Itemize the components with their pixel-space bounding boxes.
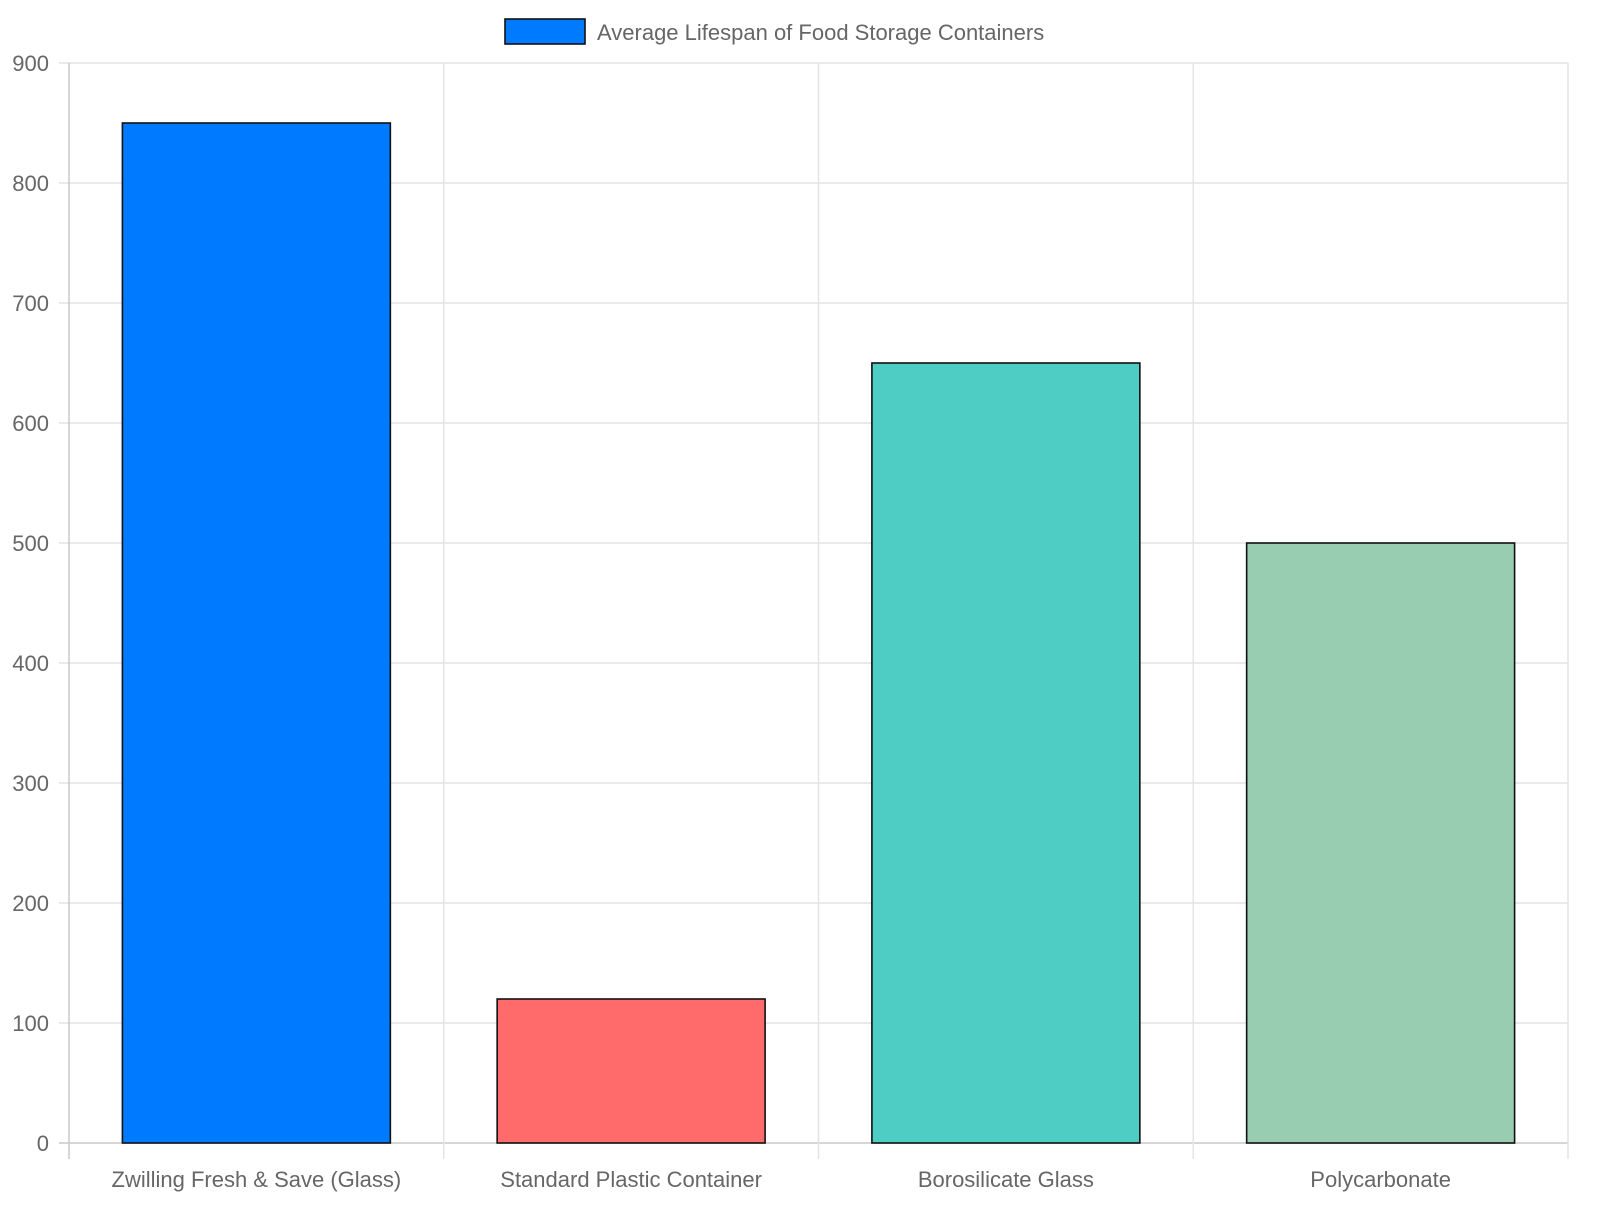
x-tick-label: Polycarbonate: [1310, 1167, 1451, 1192]
y-tick-label: 800: [12, 171, 49, 196]
bar[interactable]: [1245, 542, 1516, 1144]
x-tick-label: Zwilling Fresh & Save (Glass): [112, 1167, 402, 1192]
y-tick-label: 700: [12, 291, 49, 316]
bar[interactable]: [121, 122, 392, 1144]
bar[interactable]: [496, 998, 766, 1144]
bars: [121, 122, 1516, 1144]
x-tick-label: Borosilicate Glass: [918, 1167, 1094, 1192]
y-tick-label: 300: [12, 771, 49, 796]
tick-labels: 0 100 200 300 400 500 600 700 800 900 Zwilling Fre…: [12, 51, 1451, 1192]
y-tick-label: 200: [12, 891, 49, 916]
bar[interactable]: [871, 362, 1141, 1144]
y-tick-label: 100: [12, 1011, 49, 1036]
x-tick-label: Standard Plastic Container: [500, 1167, 762, 1192]
y-tick-label: 900: [12, 51, 49, 76]
legend-swatch[interactable]: [504, 18, 586, 45]
y-tick-label: 600: [12, 411, 49, 436]
legend-label[interactable]: Average Lifespan of Food Storage Contain…: [597, 20, 1044, 45]
legend[interactable]: Average Lifespan of Food Storage Contain…: [504, 18, 1044, 45]
y-tick-label: 0: [37, 1131, 49, 1156]
y-tick-label: 400: [12, 651, 49, 676]
y-tick-label: 500: [12, 531, 49, 556]
